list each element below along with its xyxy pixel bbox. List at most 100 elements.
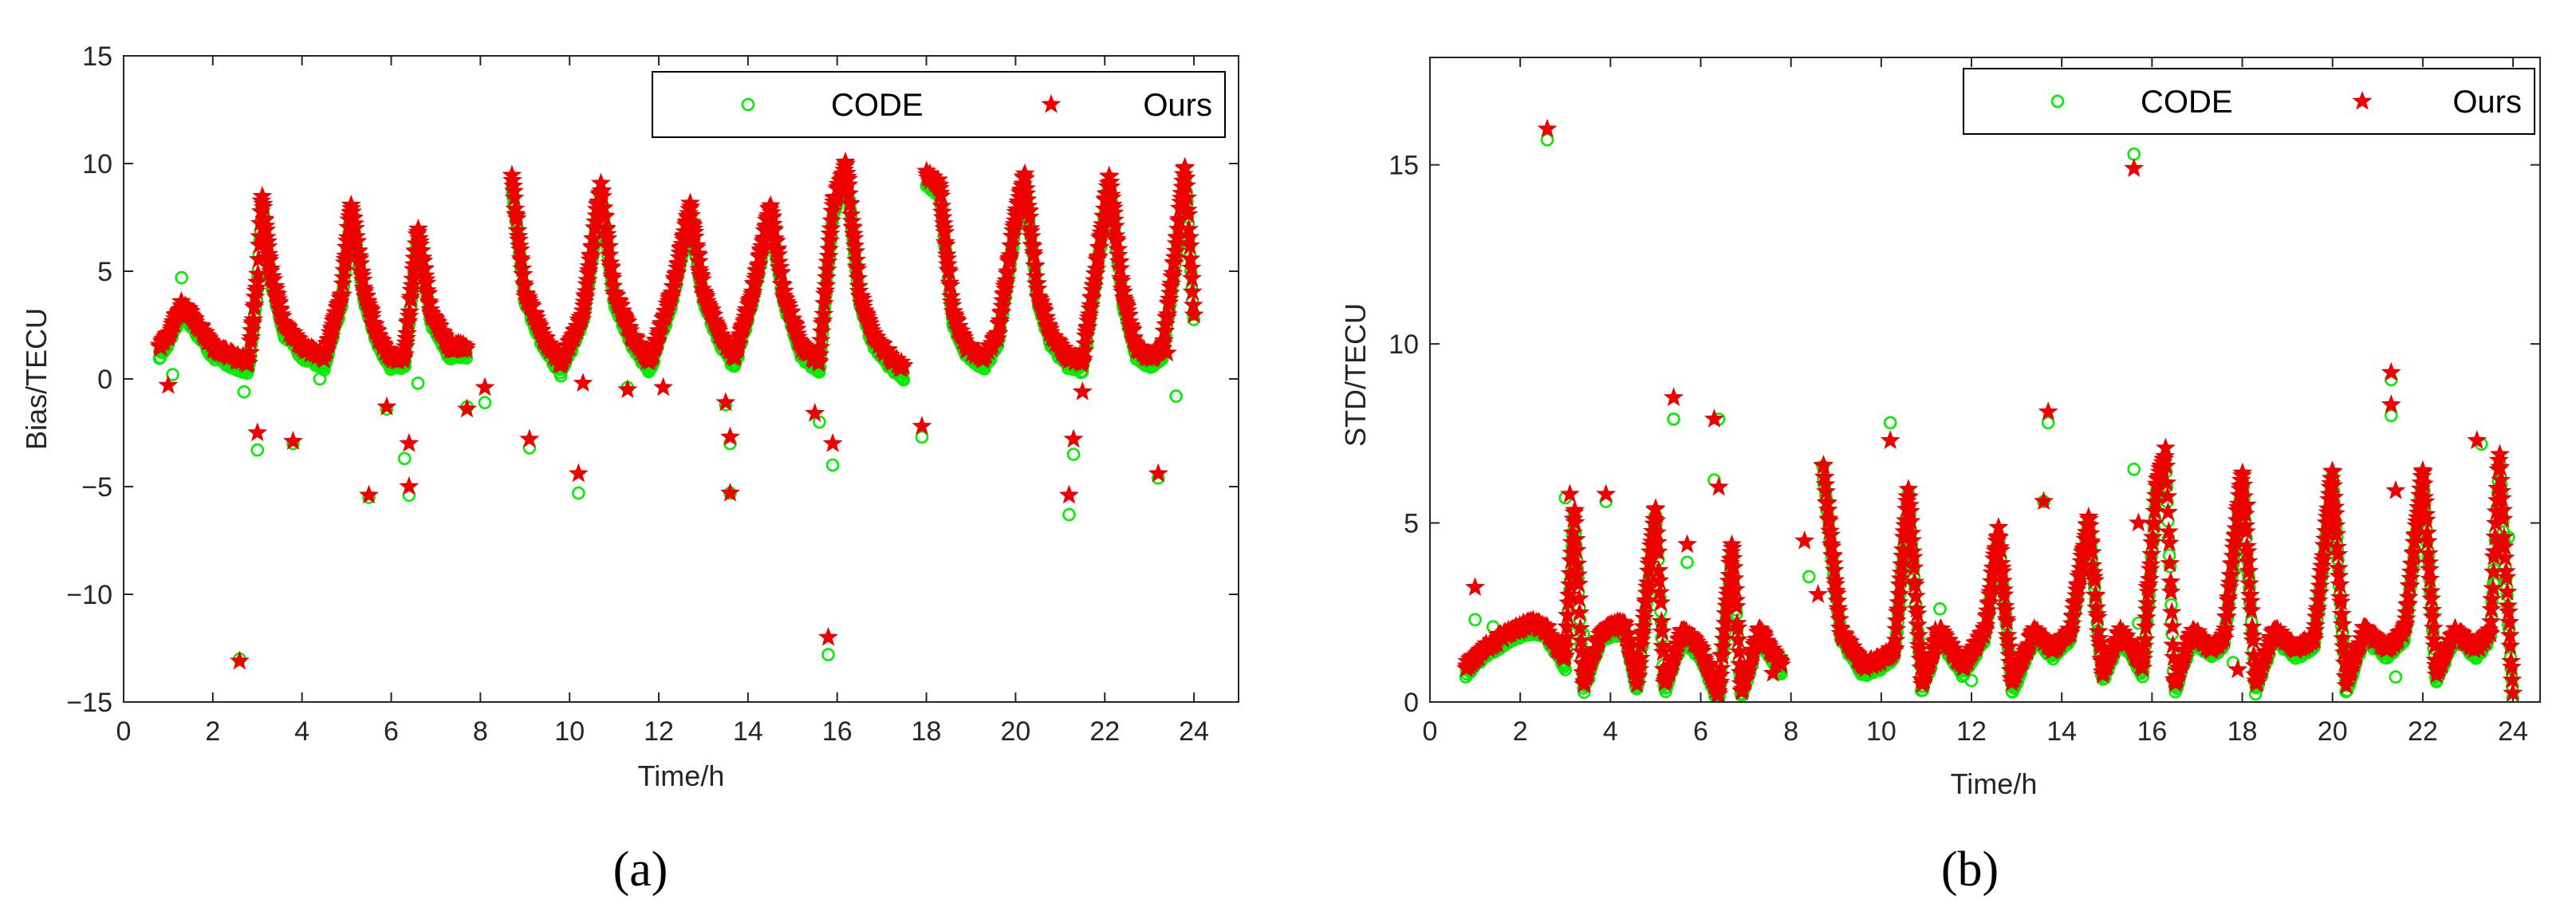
y-tick-label: 0 — [97, 365, 112, 395]
data-point-ours — [1182, 281, 1203, 301]
outlier-ours — [399, 432, 419, 452]
data-point-ours — [893, 355, 914, 375]
outlier-code — [1468, 613, 1482, 627]
x-tick-label: 22 — [2408, 716, 2438, 747]
data-point-ours — [1074, 340, 1095, 360]
data-point-ours — [244, 294, 265, 314]
scatter-points — [1456, 118, 2523, 702]
data-point-ours — [1160, 289, 1180, 308]
data-point-ours — [810, 337, 831, 357]
outlier-ours — [822, 432, 843, 452]
outlier-ours — [573, 373, 593, 392]
data-point-ours — [336, 245, 356, 265]
outlier-code — [2385, 408, 2398, 423]
outlier-code — [572, 486, 585, 500]
outlier-code — [821, 648, 835, 661]
outlier-code — [166, 368, 179, 381]
x-tick-label: 6 — [384, 716, 399, 747]
legend-marker-code — [741, 97, 755, 112]
outlier-ours — [1063, 428, 1084, 448]
scatter-points — [149, 152, 1204, 670]
outlier-code — [175, 270, 188, 285]
data-point-ours — [749, 254, 770, 274]
data-point-ours — [1153, 330, 1174, 349]
data-point-ours — [1081, 288, 1102, 307]
data-point-ours — [396, 323, 417, 342]
outlier-ours — [1157, 342, 1177, 362]
data-point-ours — [817, 259, 837, 279]
data-point-ours — [820, 230, 841, 250]
data-point-ours — [1088, 246, 1109, 266]
outlier-ours — [1072, 381, 1093, 400]
data-point-ours — [239, 341, 260, 361]
x-tick-label: 12 — [644, 716, 674, 747]
data-point-ours — [990, 310, 1010, 329]
data-point-ours — [809, 344, 830, 364]
legend-item-ours: Ours — [1041, 88, 1212, 123]
x-tick-label: 24 — [1179, 716, 1209, 747]
data-point-ours — [333, 266, 354, 286]
data-point-ours — [1166, 240, 1186, 260]
x-tick-label: 16 — [2137, 716, 2167, 747]
data-point-ours — [1081, 295, 1101, 314]
outlier-ours — [1059, 484, 1079, 504]
x-tick-label: 8 — [473, 716, 488, 747]
x-tick-label: 2 — [1513, 716, 1528, 747]
outlier-code — [397, 452, 412, 466]
legend-marker-ours — [1041, 93, 1062, 113]
data-point-ours — [821, 210, 842, 230]
data-point-ours — [1178, 203, 1199, 223]
x-tick-label: 24 — [2498, 716, 2528, 747]
y-tick-label: −5 — [81, 472, 112, 503]
legend-item-code: CODE — [741, 88, 924, 123]
data-point-ours — [1160, 282, 1180, 302]
outlier-ours — [720, 426, 740, 446]
x-tick-label: 8 — [1783, 716, 1798, 747]
outlier-code — [1169, 389, 1183, 403]
x-tick-label: 14 — [733, 716, 763, 747]
data-point-ours — [581, 246, 601, 266]
x-tick-label: 6 — [1693, 716, 1708, 747]
data-point-ours — [813, 303, 834, 323]
outlier-code — [1062, 507, 1076, 522]
outlier-code — [1667, 412, 1680, 426]
outlier-ours — [229, 650, 250, 670]
x-tick-label: 16 — [822, 716, 853, 747]
data-point-ours — [1164, 253, 1184, 273]
series-ours — [1456, 118, 2523, 702]
legend-marker-shape — [1041, 93, 1062, 113]
series-ours — [149, 152, 1204, 670]
outlier-ours — [818, 626, 838, 646]
data-point-ours — [1089, 237, 1110, 256]
outlier-code — [1933, 601, 1947, 616]
data-point-ours — [810, 329, 831, 349]
outlier-ours — [457, 398, 478, 418]
y-axis-label: Bias/TECU — [20, 308, 53, 450]
data-point-ours — [816, 274, 837, 294]
data-point-ours — [1164, 247, 1185, 266]
outlier-code — [2041, 416, 2055, 430]
outlier-code — [2127, 462, 2141, 476]
data-point-ours — [246, 278, 267, 297]
outlier-code — [1540, 132, 1554, 147]
data-point-ours — [814, 293, 834, 313]
data-point-ours — [243, 309, 264, 329]
outlier-ours — [283, 431, 303, 450]
panel-label-a: (a) — [613, 842, 668, 897]
data-point-ours — [813, 310, 833, 330]
outlier-code — [478, 396, 492, 410]
data-point-ours — [996, 270, 1017, 290]
data-point-ours — [456, 336, 477, 356]
data-point-ours — [333, 273, 353, 293]
data-point-ours — [816, 266, 837, 286]
outlier-code — [1964, 673, 1979, 688]
y-tick-label: −15 — [66, 688, 112, 718]
data-point-ours — [1155, 321, 1176, 341]
x-tick-label: 12 — [1956, 716, 1987, 747]
x-tick-label: 18 — [912, 716, 942, 747]
y-tick-label: −10 — [66, 580, 112, 610]
data-point-ours — [819, 239, 840, 258]
